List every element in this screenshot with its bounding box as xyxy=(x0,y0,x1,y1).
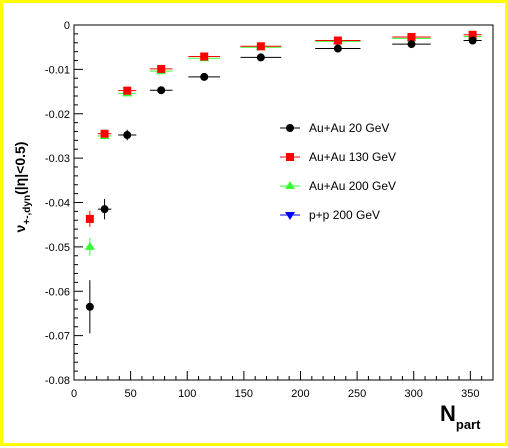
legend-label: Au+Au 200 GeV xyxy=(309,179,396,193)
data-point xyxy=(240,53,282,62)
point-marker xyxy=(100,205,109,214)
legend-label: Au+Au 20 GeV xyxy=(309,121,389,135)
data-point xyxy=(118,86,137,95)
legend: Au+Au 20 GeV Au+Au 130 GeV Au+Au 200 GeV p+… xyxy=(280,121,396,222)
y-axis-title-tail: (|η|<0.5) xyxy=(12,142,28,195)
data-point xyxy=(84,238,95,256)
series-layer xyxy=(84,30,482,334)
point-marker xyxy=(200,72,209,81)
y-tick-label: -0.04 xyxy=(45,198,70,210)
legend-entry: p+p 200 GeV xyxy=(280,208,380,222)
point-marker xyxy=(256,42,265,51)
data-point xyxy=(188,52,221,61)
point-marker xyxy=(333,44,342,53)
x-axis-title-main: N xyxy=(440,401,456,426)
axis-ticks: 0 50 100 150 200 250 300 350 0 -0.01 -0.02 -0.03 -0.… xyxy=(45,20,494,400)
y-tick-label: -0.07 xyxy=(45,331,70,343)
plot-area-border xyxy=(73,24,494,381)
y-tick-label: 0 xyxy=(64,20,70,32)
point-marker xyxy=(256,53,265,62)
data-point xyxy=(85,280,94,334)
x-tick-label: 50 xyxy=(124,388,136,400)
point-marker xyxy=(468,30,477,39)
series-au-au-20-gev xyxy=(85,36,482,334)
legend-label: p+p 200 GeV xyxy=(309,208,380,222)
data-point xyxy=(392,40,431,49)
legend-swatch-marker xyxy=(285,212,295,220)
y-tick-label: -0.02 xyxy=(45,109,70,121)
data-point xyxy=(149,86,173,95)
axes xyxy=(73,24,494,381)
y-tick-label: -0.08 xyxy=(45,375,70,387)
data-point xyxy=(118,129,137,141)
x-tick-label: 250 xyxy=(348,388,366,400)
point-marker xyxy=(85,214,94,223)
data-point xyxy=(149,64,173,73)
legend-swatch-marker xyxy=(286,124,294,132)
y-axis-title-main: ν xyxy=(12,224,28,232)
point-marker xyxy=(85,302,94,311)
x-tick-label: 150 xyxy=(235,388,253,400)
chart: 0 50 100 150 200 250 300 350 0 -0.01 -0.02 -0.03 -0.… xyxy=(12,20,494,432)
legend-swatch-marker xyxy=(285,181,295,189)
data-point xyxy=(463,30,482,39)
legend-entry: Au+Au 20 GeV xyxy=(280,121,389,135)
legend-swatch-marker xyxy=(286,153,294,161)
point-marker xyxy=(157,86,166,95)
point-marker xyxy=(123,131,132,140)
data-point xyxy=(85,210,94,227)
series-au-au-130-gev xyxy=(85,30,482,227)
point-marker xyxy=(100,129,109,138)
point-marker xyxy=(333,36,342,45)
point-marker xyxy=(123,86,132,95)
point-marker xyxy=(407,40,416,49)
data-point xyxy=(315,44,361,53)
data-point xyxy=(463,36,482,45)
legend-entry: Au+Au 200 GeV xyxy=(280,179,396,193)
x-tick-label: 300 xyxy=(405,388,423,400)
y-tick-label: -0.05 xyxy=(45,242,70,254)
data-point xyxy=(240,42,282,51)
x-axis-title: Npart xyxy=(440,401,481,432)
point-marker xyxy=(407,32,416,41)
data-point xyxy=(315,36,361,45)
data-point xyxy=(97,198,112,220)
x-axis-title-subscript: part xyxy=(456,417,481,432)
legend-entry: Au+Au 130 GeV xyxy=(280,150,396,164)
y-tick-label: -0.03 xyxy=(45,153,70,165)
data-point xyxy=(392,32,431,41)
series-au-au-200-gev xyxy=(84,31,482,256)
y-axis-title-subscript: +-,dyn xyxy=(22,195,33,225)
y-axis-title: ν+-,dyn(|η|<0.5) xyxy=(12,142,33,233)
point-marker xyxy=(84,241,95,250)
point-marker xyxy=(157,64,166,73)
y-tick-label: -0.01 xyxy=(45,64,70,76)
y-tick-label: -0.06 xyxy=(45,286,70,298)
point-marker xyxy=(200,52,209,61)
x-tick-label: 200 xyxy=(291,388,309,400)
x-tick-label: 350 xyxy=(461,388,479,400)
x-tick-label: 0 xyxy=(71,388,77,400)
axis-labels: Npart ν+-,dyn(|η|<0.5) xyxy=(12,142,481,432)
x-tick-label: 100 xyxy=(178,388,196,400)
point-marker xyxy=(468,36,477,45)
data-point xyxy=(97,129,112,138)
legend-label: Au+Au 130 GeV xyxy=(309,150,396,164)
data-point xyxy=(188,72,221,81)
